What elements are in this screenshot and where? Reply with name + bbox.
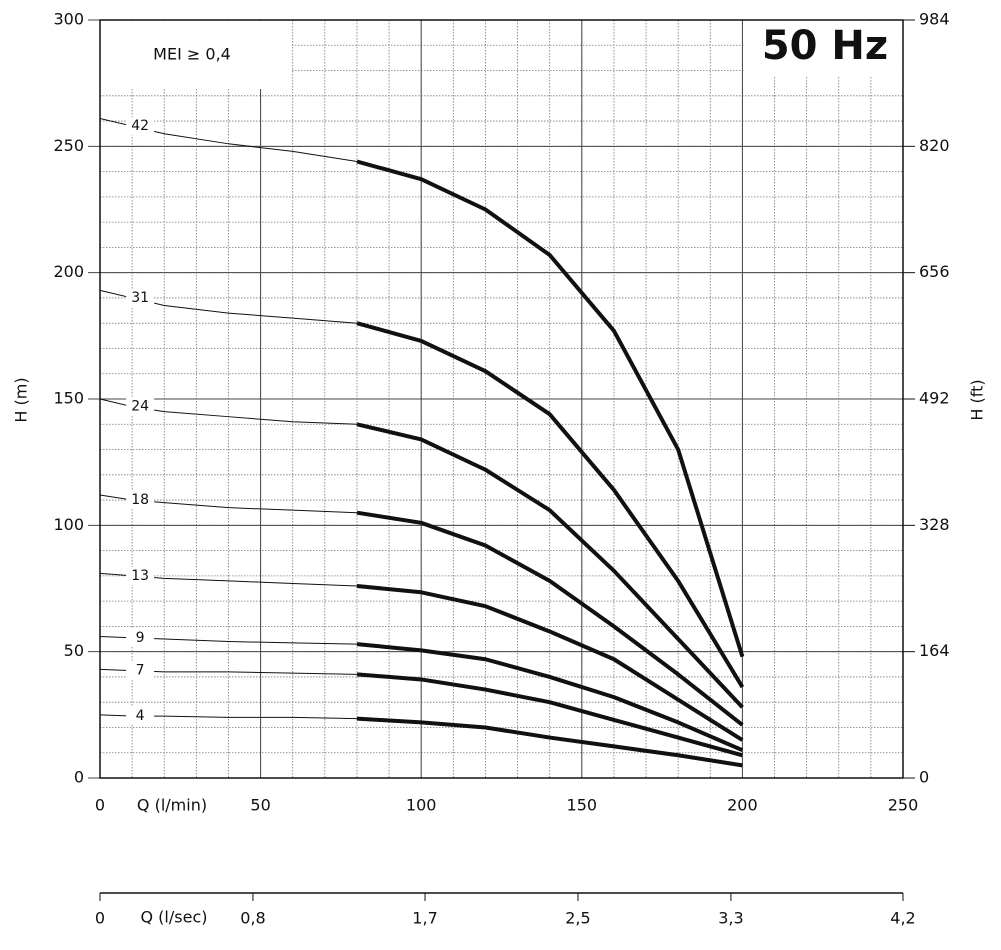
y-tick-label: 100 bbox=[53, 515, 84, 534]
y2-axis-label: H (ft) bbox=[968, 379, 987, 420]
curve bbox=[356, 422, 744, 709]
x2-tick-label: 2,5 bbox=[565, 909, 590, 928]
curve bbox=[356, 716, 743, 768]
curve-label-bg bbox=[126, 628, 155, 647]
x-tick-label: 50 bbox=[250, 796, 270, 815]
y2-tick-label: 656 bbox=[919, 262, 950, 281]
x-tick-label: 250 bbox=[888, 796, 919, 815]
x2-tick-label: 3,3 bbox=[718, 909, 743, 928]
curve bbox=[356, 672, 743, 758]
y2-tick-label: 984 bbox=[919, 10, 950, 29]
x2-tick-label: 0,8 bbox=[240, 909, 265, 928]
curve bbox=[356, 642, 744, 753]
curve-label: 9 bbox=[136, 630, 145, 646]
y-tick-label: 150 bbox=[53, 389, 84, 408]
y2-tick-label: 164 bbox=[919, 641, 950, 660]
y2-tick-label: 820 bbox=[919, 136, 950, 155]
annotation: MEI ≥ 0,4 bbox=[153, 45, 231, 64]
curve-label: 24 bbox=[131, 399, 149, 415]
curve-label: 7 bbox=[136, 663, 145, 679]
y-tick-label: 250 bbox=[53, 136, 84, 155]
x2-axis-label: Q (l/sec) bbox=[141, 908, 208, 927]
curve bbox=[356, 321, 745, 689]
curve-label: 31 bbox=[131, 290, 149, 306]
y-tick-label: 0 bbox=[74, 768, 84, 787]
x-tick-label: 150 bbox=[567, 796, 598, 815]
curve bbox=[356, 510, 744, 727]
curve-label: 42 bbox=[131, 118, 149, 134]
y-tick-label: 300 bbox=[53, 10, 84, 29]
curve bbox=[356, 159, 745, 658]
x2-tick-label: 4,2 bbox=[890, 909, 915, 928]
y-axis-label: H (m) bbox=[12, 377, 31, 422]
curve-label-bg bbox=[126, 566, 155, 585]
curve-label: 13 bbox=[131, 568, 149, 584]
curve-label: 18 bbox=[131, 492, 149, 508]
curve-label-bg bbox=[126, 397, 155, 416]
x-tick-label: 200 bbox=[727, 796, 758, 815]
curve-label-bg bbox=[126, 661, 155, 680]
annotation: 50 Hz bbox=[762, 23, 888, 69]
curve-label-bg bbox=[126, 288, 155, 307]
x-tick-label: 0 bbox=[95, 796, 105, 815]
x2-tick-label: 0 bbox=[95, 909, 105, 928]
y2-tick-label: 492 bbox=[919, 389, 950, 408]
curve bbox=[356, 583, 744, 742]
curve-label-bg bbox=[126, 707, 155, 726]
annotation-box bbox=[101, 21, 291, 89]
curve-label-bg bbox=[126, 117, 155, 136]
y2-tick-label: 0 bbox=[919, 768, 929, 787]
curve-label: 4 bbox=[136, 708, 145, 724]
y-tick-label: 200 bbox=[53, 262, 84, 281]
y-tick-label: 50 bbox=[64, 641, 84, 660]
curve-label-bg bbox=[126, 491, 155, 510]
y2-tick-label: 328 bbox=[919, 515, 950, 534]
annotation-box bbox=[745, 21, 902, 76]
x-tick-label: 100 bbox=[406, 796, 437, 815]
x-axis-label: Q (l/min) bbox=[137, 796, 207, 815]
x2-tick-label: 1,7 bbox=[412, 909, 437, 928]
